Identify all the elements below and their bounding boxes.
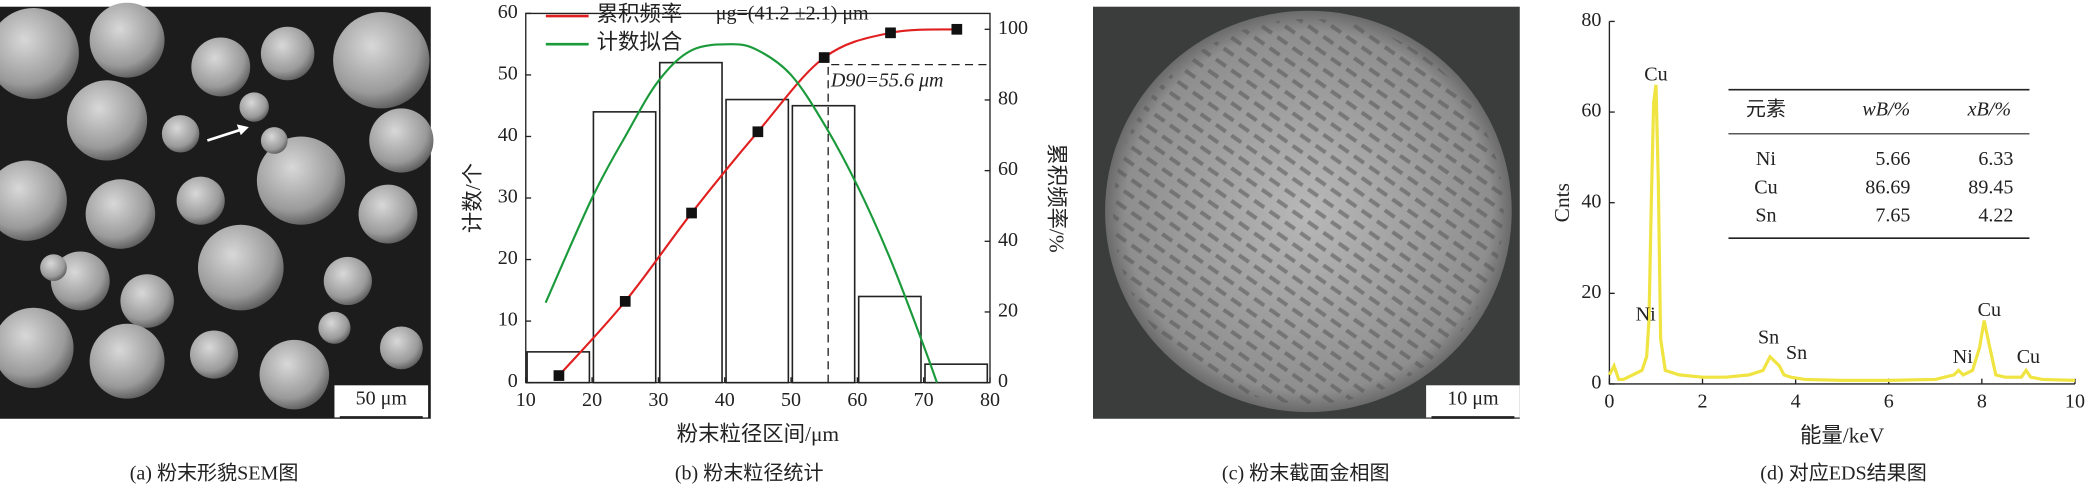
table-cell: 7.65 bbox=[1875, 204, 1910, 226]
caption: (d) 对应EDS结果图 bbox=[1760, 462, 1927, 485]
peak-label: Cu bbox=[1978, 299, 2001, 321]
caption: (b) 粉末粒径统计 bbox=[675, 462, 824, 485]
table-header: 元素 bbox=[1746, 98, 1786, 121]
point-marker bbox=[818, 52, 830, 63]
y2-tick-label: 60 bbox=[998, 158, 1018, 180]
table-cell: Ni bbox=[1756, 148, 1776, 170]
y-axis-label: 计数/个 bbox=[461, 163, 485, 233]
y-tick-label: 0 bbox=[1591, 372, 1601, 394]
x-tick-label: 8 bbox=[1977, 390, 1987, 412]
legend-label: 计数拟合 bbox=[597, 30, 683, 54]
x-tick-label: 6 bbox=[1884, 390, 1894, 412]
peak-label: Cu bbox=[2017, 346, 2040, 368]
scale-bar-label: 10 μm bbox=[1447, 388, 1499, 410]
peak-label: Ni bbox=[1636, 304, 1656, 326]
y-tick-label: 60 bbox=[1581, 100, 1601, 122]
y2-tick-label: 40 bbox=[998, 229, 1018, 251]
point-marker bbox=[951, 23, 963, 35]
y-tick-label: 30 bbox=[498, 186, 518, 208]
caption: (c) 粉末截面金相图 bbox=[1222, 462, 1390, 485]
bar bbox=[857, 295, 922, 384]
x-axis-label: 能量/keV bbox=[1800, 423, 1885, 447]
y-tick-label: 40 bbox=[498, 124, 518, 146]
x-tick-label: 70 bbox=[914, 389, 934, 411]
x-tick-label: 4 bbox=[1791, 390, 1801, 412]
table-header: xB/% bbox=[1967, 99, 2011, 121]
spectrum-line bbox=[1607, 84, 2076, 382]
point-marker bbox=[752, 126, 764, 138]
x-tick-label: 60 bbox=[847, 389, 867, 411]
caption: (a) 粉末形貌SEM图 bbox=[130, 462, 299, 485]
annotation: D90=55.6 μm bbox=[830, 70, 944, 92]
bar bbox=[658, 61, 723, 384]
bar bbox=[791, 104, 856, 384]
y-tick-label: 40 bbox=[1581, 190, 1601, 212]
y-tick-label: 80 bbox=[1581, 9, 1601, 31]
peak-label: Sn bbox=[1758, 326, 1779, 348]
legend-label: 累积频率 bbox=[597, 2, 683, 26]
table-cell: 4.22 bbox=[1978, 204, 2013, 226]
annotation: μg=(41.2 ±2.1) μm bbox=[716, 2, 869, 24]
series-line bbox=[544, 43, 938, 383]
x-tick-label: 30 bbox=[648, 389, 668, 411]
y-axis-label: Cnts bbox=[1550, 183, 1574, 222]
y-tick-label: 20 bbox=[1581, 281, 1601, 303]
table-cell: 6.33 bbox=[1978, 148, 2013, 170]
metallograph-image bbox=[1092, 6, 1520, 419]
x-tick-label: 10 bbox=[2065, 390, 2085, 412]
y-tick-label: 50 bbox=[498, 63, 518, 85]
x-tick-label: 10 bbox=[516, 389, 536, 411]
y-tick-label: 60 bbox=[498, 1, 518, 23]
bar bbox=[592, 111, 657, 384]
peak-label: Ni bbox=[1953, 346, 1973, 368]
table-cell: 5.66 bbox=[1875, 148, 1910, 170]
table-header: wB/% bbox=[1862, 99, 1910, 121]
table-cell: 89.45 bbox=[1968, 176, 2013, 198]
x-tick-label: 0 bbox=[1604, 390, 1614, 412]
point-marker bbox=[553, 370, 565, 381]
axis-frame bbox=[1608, 21, 2075, 385]
table-cell: Cu bbox=[1754, 176, 1777, 198]
x-tick-label: 2 bbox=[1697, 390, 1707, 412]
sem-image bbox=[0, 2, 434, 419]
table-cell: Sn bbox=[1755, 204, 1776, 226]
point-marker bbox=[619, 296, 631, 307]
point-marker bbox=[686, 207, 697, 219]
x-tick-label: 20 bbox=[582, 389, 602, 411]
y-tick-label: 10 bbox=[498, 309, 518, 331]
bar bbox=[725, 98, 790, 384]
y2-axis-label: 累积频率/% bbox=[1044, 143, 1068, 253]
x-tick-label: 80 bbox=[980, 389, 1000, 411]
y-tick-label: 20 bbox=[498, 247, 518, 269]
y2-tick-label: 100 bbox=[998, 17, 1028, 39]
y-tick-label: 0 bbox=[508, 370, 518, 392]
x-tick-label: 40 bbox=[715, 389, 735, 411]
point-marker bbox=[885, 27, 896, 39]
scale-bar-label: 50 μm bbox=[356, 388, 408, 410]
bar bbox=[924, 363, 989, 384]
x-tick-label: 50 bbox=[781, 389, 801, 411]
y2-tick-label: 0 bbox=[998, 370, 1008, 392]
table-cell: 86.69 bbox=[1865, 176, 1910, 198]
y2-tick-label: 80 bbox=[998, 88, 1018, 110]
peak-label: Cu bbox=[1644, 63, 1667, 85]
x-axis-label: 粉末粒径区间/μm bbox=[677, 422, 840, 446]
y2-tick-label: 20 bbox=[998, 300, 1018, 322]
peak-label: Sn bbox=[1786, 342, 1807, 364]
